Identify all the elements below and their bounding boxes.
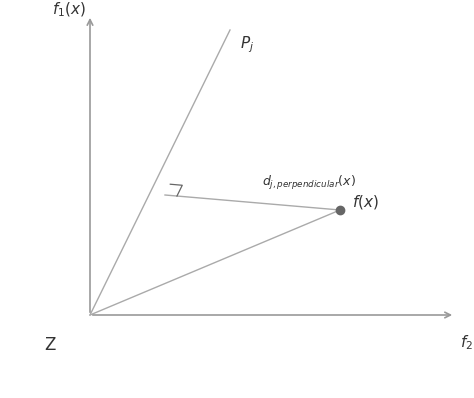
Text: $d_{j,perpendicular}(x)$: $d_{j,perpendicular}(x)$ <box>263 174 356 191</box>
Text: Z: Z <box>44 336 55 354</box>
Text: $f_2(x)$: $f_2(x)$ <box>460 334 474 352</box>
Text: $f(x)$: $f(x)$ <box>352 193 379 211</box>
Text: $f_1(x)$: $f_1(x)$ <box>52 1 86 19</box>
Text: $P_j$: $P_j$ <box>240 35 254 55</box>
